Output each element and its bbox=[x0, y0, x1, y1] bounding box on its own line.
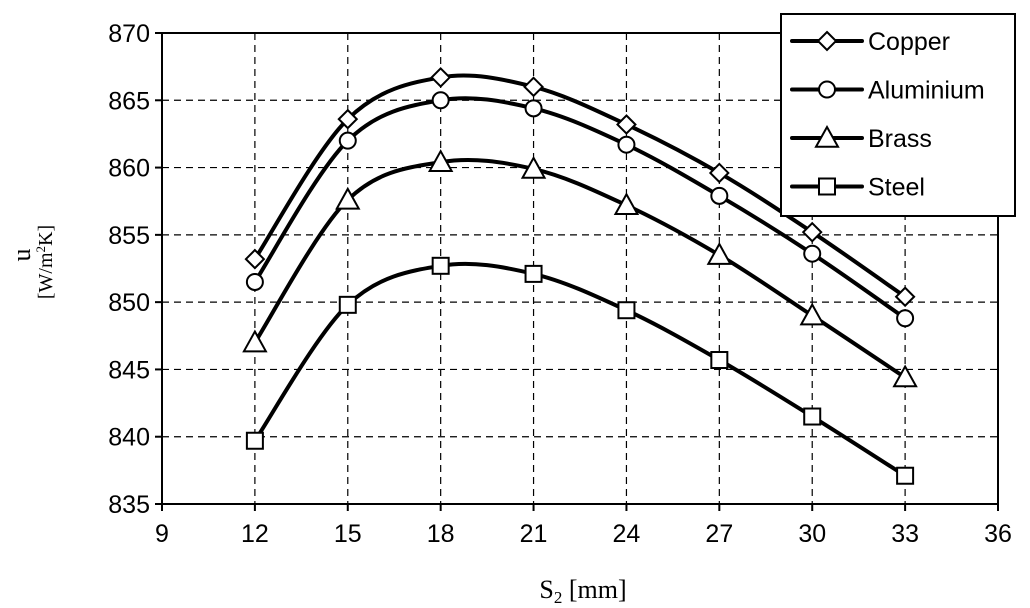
legend-item-aluminium: Aluminium bbox=[790, 77, 985, 105]
legend-item-brass: Brass bbox=[790, 124, 932, 153]
data-point-copper bbox=[523, 76, 544, 98]
legend-label: Copper bbox=[868, 28, 950, 56]
plot-area-frame bbox=[161, 32, 999, 505]
data-point-brass bbox=[706, 241, 733, 265]
data-point-aluminium bbox=[245, 272, 264, 291]
x-tick-label: 15 bbox=[334, 520, 362, 548]
data-point-aluminium bbox=[617, 135, 636, 154]
x-axis-title-main: S bbox=[539, 575, 553, 604]
y-axis-title: u bbox=[7, 249, 36, 262]
series-line-steel bbox=[252, 261, 908, 478]
legend-label: Steel bbox=[868, 174, 925, 202]
data-point-steel bbox=[896, 466, 915, 485]
legend-marker bbox=[818, 80, 836, 99]
y-tick-label: 845 bbox=[108, 356, 150, 384]
series-aluminium bbox=[245, 91, 915, 328]
y-tick-label: 865 bbox=[108, 87, 150, 115]
data-point-brass bbox=[427, 149, 454, 172]
data-point-copper bbox=[894, 286, 916, 308]
data-point-copper bbox=[708, 162, 730, 184]
data-point-brass bbox=[520, 155, 547, 179]
x-tick-label: 24 bbox=[613, 520, 641, 548]
x-tick-label: 36 bbox=[984, 520, 1012, 548]
data-point-brass bbox=[613, 192, 640, 216]
data-point-aluminium bbox=[803, 244, 822, 263]
data-point-copper bbox=[801, 221, 823, 243]
data-point-aluminium bbox=[710, 186, 729, 205]
y-axis-unit-post: K] bbox=[35, 225, 57, 246]
y-tick-label: 860 bbox=[108, 155, 150, 183]
x-tick-label: 27 bbox=[705, 520, 733, 548]
data-point-brass bbox=[242, 329, 268, 353]
legend-item-copper: Copper bbox=[790, 28, 950, 56]
x-axis-title-unit: [mm] bbox=[562, 575, 626, 604]
data-point-steel bbox=[803, 407, 822, 426]
data-point-copper bbox=[337, 108, 359, 130]
data-point-aluminium bbox=[431, 91, 450, 110]
data-point-copper bbox=[430, 66, 452, 88]
y-axis-unit-sup: 2 bbox=[33, 246, 48, 253]
series-copper bbox=[244, 66, 916, 308]
data-point-steel bbox=[338, 295, 357, 314]
data-point-brass bbox=[799, 302, 825, 326]
y-tick-label: 855 bbox=[108, 222, 150, 250]
y-axis-unit: [W/m2K] bbox=[33, 225, 57, 299]
y-tick-label: 835 bbox=[108, 491, 150, 519]
x-tick-label: 21 bbox=[520, 520, 548, 548]
legend-marker bbox=[814, 124, 840, 148]
legend-marker bbox=[816, 30, 838, 52]
data-point-copper bbox=[616, 114, 637, 135]
x-tick-label: 18 bbox=[427, 520, 455, 548]
y-tick-label: 840 bbox=[108, 424, 150, 452]
x-tick-label: 12 bbox=[241, 520, 269, 548]
data-point-brass bbox=[335, 186, 361, 210]
legend-marker bbox=[818, 177, 836, 196]
data-point-aluminium bbox=[896, 309, 915, 328]
y-axis-ticks: 835 840 845 850 855 860 865 870 bbox=[108, 20, 162, 519]
data-point-aluminium bbox=[524, 99, 543, 118]
legend-item-steel: Steel bbox=[790, 174, 925, 202]
y-tick-label: 870 bbox=[108, 20, 150, 48]
series-layer bbox=[242, 66, 918, 485]
data-point-steel bbox=[710, 351, 729, 370]
y-axis-unit-pre: [W/m bbox=[35, 252, 57, 299]
x-axis-title: S2 [mm] bbox=[539, 575, 626, 607]
x-tick-label: 33 bbox=[891, 520, 919, 548]
data-point-steel bbox=[245, 431, 264, 450]
data-point-steel bbox=[617, 301, 636, 320]
data-point-steel bbox=[524, 264, 543, 283]
x-tick-label: 30 bbox=[798, 520, 826, 548]
legend-label: Brass bbox=[868, 125, 932, 153]
data-point-brass bbox=[892, 364, 918, 388]
series-steel bbox=[245, 256, 915, 485]
x-axis-ticks: 9 12 15 18 21 24 27 30 33 36 bbox=[155, 504, 1012, 548]
legend: Copper Aluminium Brass Steel bbox=[780, 13, 1016, 217]
series-brass bbox=[242, 149, 918, 388]
data-point-copper bbox=[244, 248, 266, 270]
data-point-aluminium bbox=[338, 131, 357, 150]
data-point-steel bbox=[431, 256, 450, 275]
x-axis-title-sub: 2 bbox=[554, 588, 563, 607]
x-tick-label: 9 bbox=[155, 520, 169, 548]
y-tick-label: 850 bbox=[108, 289, 150, 317]
legend-label: Aluminium bbox=[868, 77, 985, 105]
